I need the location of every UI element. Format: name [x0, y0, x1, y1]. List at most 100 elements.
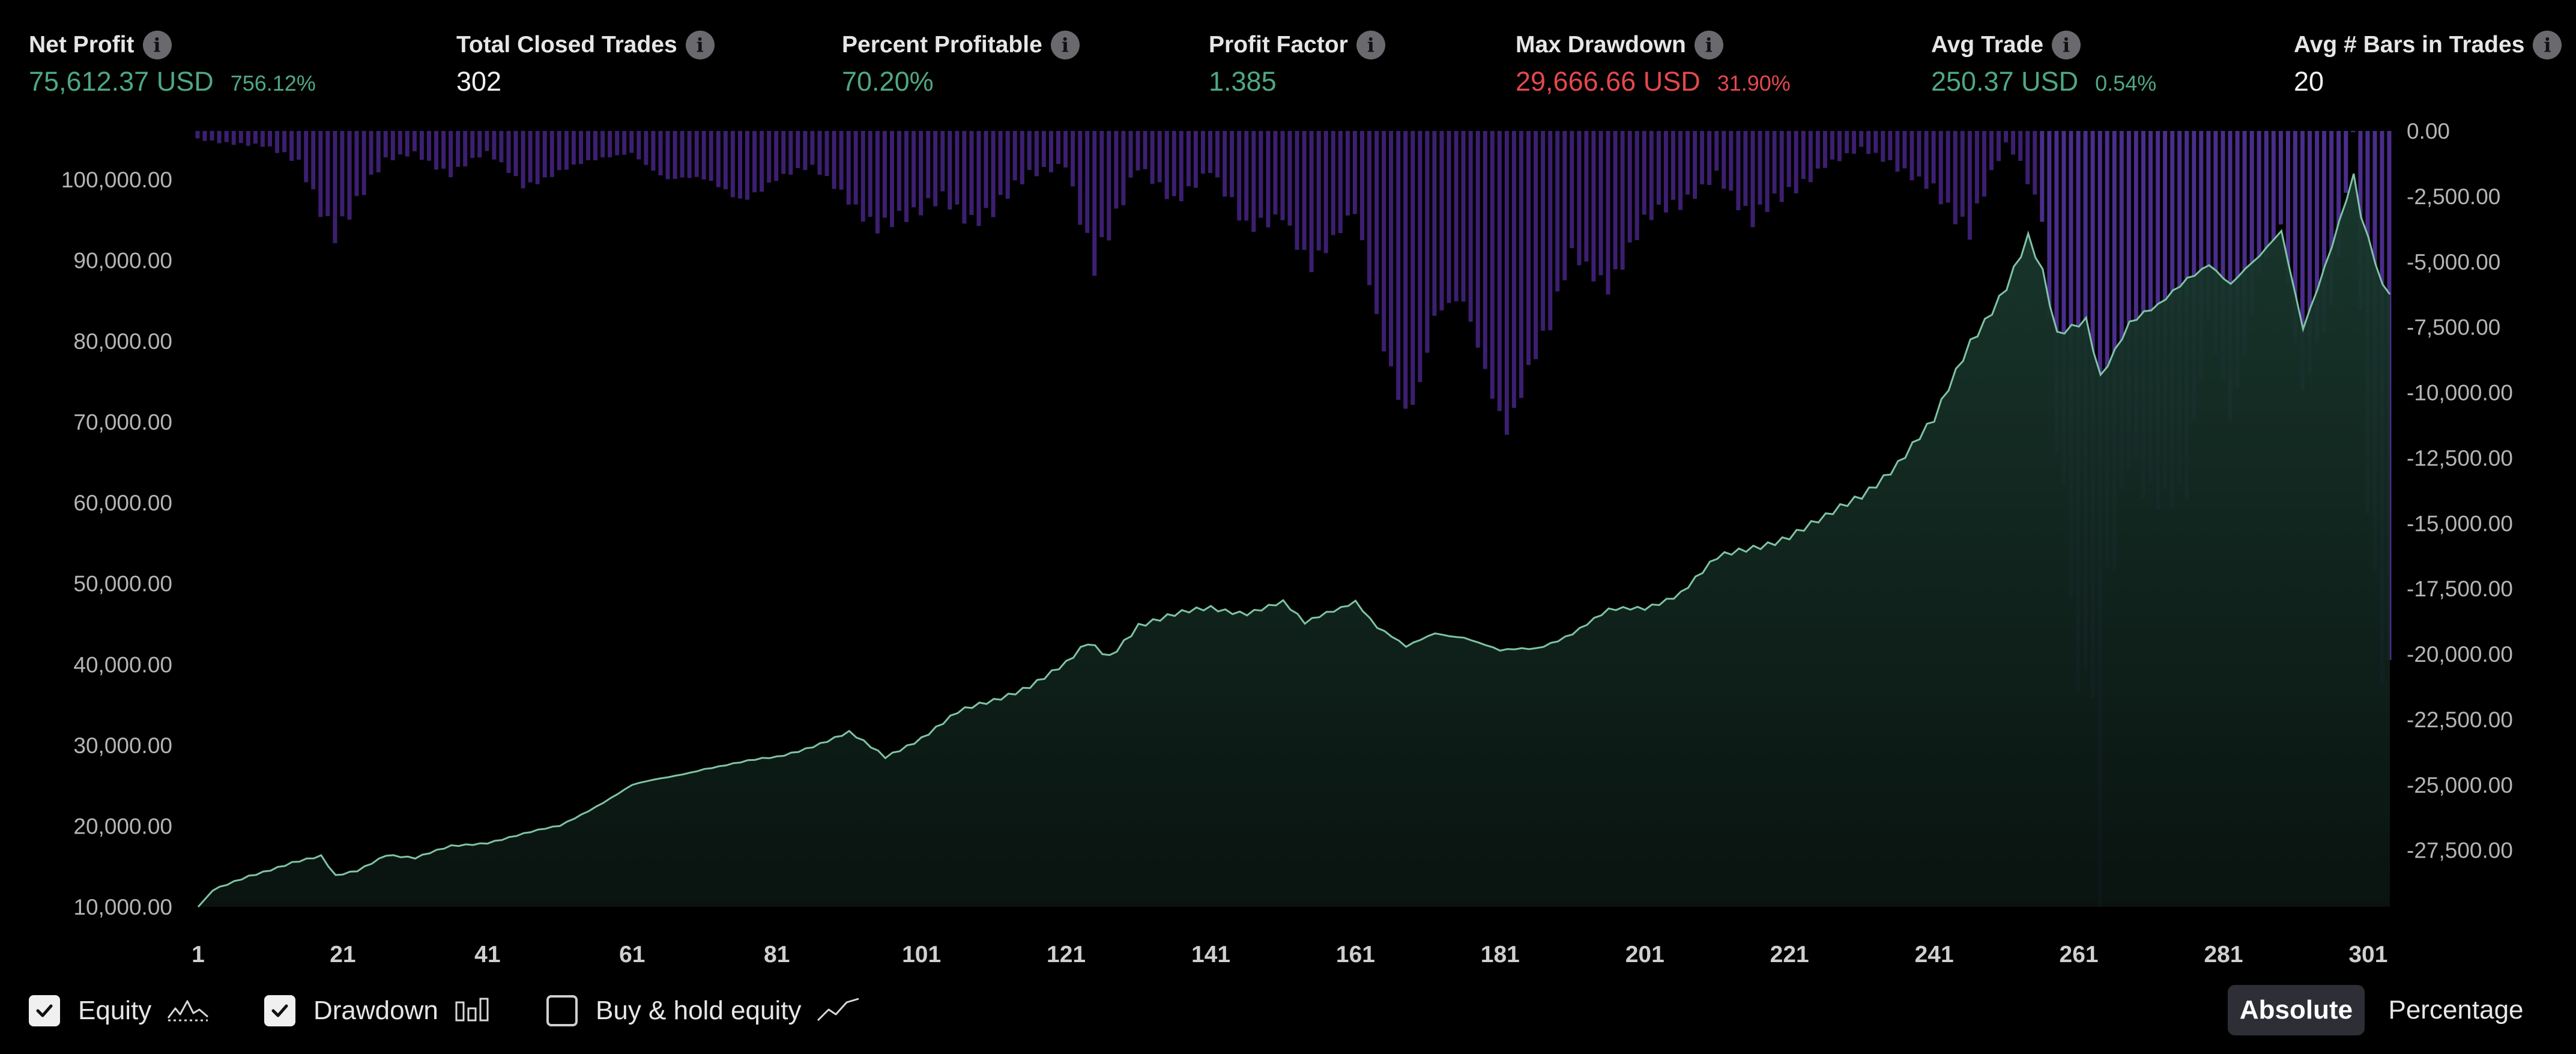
drawdown-bar: [1367, 131, 1371, 285]
drawdown-checkbox[interactable]: [264, 995, 295, 1026]
drawdown-bar: [1164, 131, 1169, 199]
buy-hold-checkbox[interactable]: [546, 995, 578, 1026]
drawdown-bar: [984, 131, 988, 208]
drawdown-bar: [1504, 131, 1509, 435]
drawdown-bar: [1700, 131, 1705, 184]
drawdown-bar: [1280, 131, 1285, 220]
drawdown-bar: [897, 131, 901, 211]
drawdown-bar: [2235, 131, 2240, 387]
drawdown-bar: [1121, 131, 1126, 205]
drawdown-bar: [1107, 131, 1111, 241]
drawdown-bar: [1873, 131, 1878, 153]
info-icon[interactable]: i: [2533, 31, 2562, 59]
drawdown-bar: [1150, 131, 1155, 184]
drawdown-bar: [803, 131, 808, 171]
equity-checkbox[interactable]: [29, 995, 60, 1026]
drawdown-bar: [477, 131, 482, 158]
drawdown-bar: [1598, 131, 1603, 276]
drawdown-bar: [1837, 131, 1842, 162]
absolute-view-button[interactable]: Absolute: [2228, 985, 2365, 1035]
drawdown-bar: [1439, 131, 1444, 310]
drawdown-bar: [2315, 131, 2320, 342]
drawdown-bar: [1237, 131, 1242, 221]
info-icon[interactable]: i: [1050, 31, 1080, 59]
drawdown-bar: [926, 131, 931, 198]
drawdown-bar: [463, 131, 468, 167]
equity-drawdown-chart[interactable]: 10,000.00 20,000.00 30,000.00 40,000.00 50,0…: [0, 0, 2576, 985]
drawdown-bar: [224, 131, 229, 142]
drawdown-bar: [962, 131, 967, 224]
drawdown-bar: [723, 131, 728, 190]
drawdown-bar: [2033, 131, 2037, 195]
drawdown-bar: [268, 131, 272, 147]
drawdown-bar: [1085, 131, 1090, 233]
drawdown-bar: [1656, 131, 1661, 205]
drawdown-bar: [1902, 131, 1907, 169]
drawdown-bar: [730, 131, 735, 198]
toggle-equity[interactable]: Equity: [29, 990, 209, 1032]
drawdown-bar: [2322, 131, 2327, 332]
drawdown-bar: [1845, 131, 1849, 154]
drawdown-bar: [1519, 131, 1523, 398]
drawdown-bar: [2344, 131, 2348, 193]
toggle-buy-hold-equity[interactable]: Buy & hold equity: [546, 990, 860, 1032]
drawdown-bar: [1041, 131, 1046, 167]
drawdown-bar: [1729, 131, 1734, 191]
drawdown-bar: [1859, 131, 1864, 147]
drawdown-bar: [1468, 131, 1473, 322]
drawdown-bar: [1613, 131, 1618, 270]
drawdown-bar: [1266, 131, 1271, 228]
info-icon[interactable]: i: [685, 31, 715, 59]
drawdown-bar: [1157, 131, 1162, 183]
drawdown-bar: [1374, 131, 1379, 314]
metric-percent: 0.54%: [2095, 71, 2157, 95]
drawdown-bar: [1620, 131, 1625, 270]
right-axis-tick: 0.00: [2407, 119, 2450, 144]
drawdown-bar: [1808, 131, 1813, 183]
drawdown-bar: [1541, 131, 1546, 331]
percentage-view-button[interactable]: Percentage: [2388, 995, 2524, 1025]
drawdown-bar: [1909, 131, 1914, 181]
drawdown-bar: [687, 131, 692, 178]
drawdown-bar: [1671, 131, 1675, 200]
drawdown-bar: [2148, 131, 2153, 482]
left-axis-tick: 50,000.00: [73, 572, 172, 596]
metric-label: Percent Profitable: [842, 32, 1042, 58]
drawdown-bar: [1447, 131, 1451, 303]
equity-line: [197, 173, 2391, 907]
drawdown-bar: [1750, 131, 1755, 228]
drawdown-bar: [1627, 131, 1632, 243]
right-axis-tick: -17,500.00: [2407, 577, 2513, 601]
equity-label: Equity: [78, 996, 152, 1025]
drawdown-label: Drawdown: [313, 996, 438, 1025]
metric-percent-profitable: Percent Profitable i 70.20%: [842, 25, 1080, 97]
drawdown-bar: [2054, 131, 2059, 454]
left-axis-tick: 20,000.00: [73, 814, 172, 838]
drawdown-bar: [2199, 131, 2204, 379]
metric-percent: 31.90%: [1717, 71, 1791, 95]
x-axis-tick: 161: [1336, 942, 1375, 968]
drawdown-bar: [673, 131, 677, 179]
info-icon[interactable]: i: [2052, 31, 2081, 59]
drawdown-bar: [969, 131, 974, 215]
left-axis-tick: 40,000.00: [73, 652, 172, 677]
drawdown-bar: [1128, 131, 1133, 178]
metric-label: Total Closed Trades: [456, 32, 677, 58]
drawdown-bar: [304, 131, 309, 183]
drawdown-bar: [752, 131, 757, 193]
drawdown-bar: [738, 131, 742, 199]
drawdown-bar: [810, 131, 815, 165]
info-icon[interactable]: i: [1356, 31, 1385, 59]
drawdown-bar: [1960, 131, 1965, 217]
drawdown-bar: [1786, 131, 1791, 187]
toggle-drawdown[interactable]: Drawdown: [264, 990, 492, 1032]
drawdown-bar: [2293, 131, 2297, 344]
info-icon[interactable]: i: [1694, 31, 1723, 59]
info-icon[interactable]: i: [142, 31, 172, 59]
drawdown-bar: [1974, 131, 1979, 204]
drawdown-bar: [1056, 131, 1060, 164]
drawdown-bar: [904, 131, 909, 222]
drawdown-bar: [912, 131, 916, 208]
drawdown-bar: [579, 131, 583, 165]
right-axis-tick: -10,000.00: [2407, 381, 2513, 405]
